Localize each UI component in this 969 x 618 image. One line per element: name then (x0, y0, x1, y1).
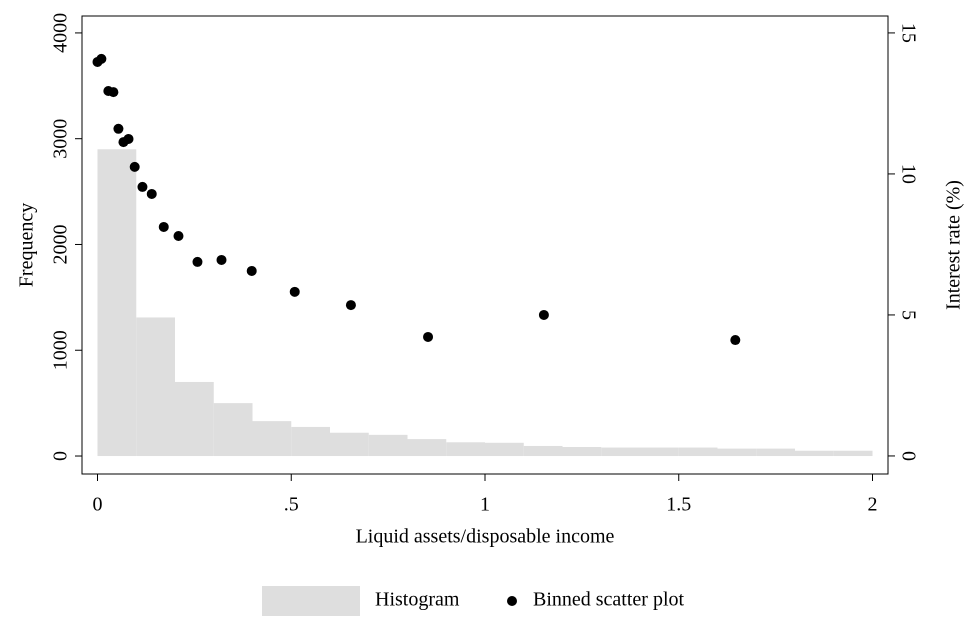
x-tick-label: .5 (284, 494, 299, 516)
scatter-point (246, 265, 257, 276)
y2-tick-label: 10 (897, 164, 919, 184)
y-tick-label: 0 (50, 451, 72, 461)
scatter-point (96, 53, 107, 64)
scatter-point (216, 254, 227, 265)
histogram-bar (678, 447, 718, 457)
histogram-bar (407, 439, 447, 457)
histogram-bar (330, 432, 369, 457)
histogram-bar (795, 450, 834, 457)
histogram-bar (562, 447, 602, 457)
histogram-bar (717, 448, 757, 457)
legend-label: Binned scatter plot (533, 589, 685, 611)
histogram-bar (213, 403, 253, 457)
scatter-point (730, 335, 741, 346)
scatter-point (345, 300, 356, 311)
y-tick-label: 3000 (50, 119, 72, 159)
scatter-point (137, 181, 148, 192)
y2-tick-label: 5 (897, 310, 919, 320)
y2-tick-label: 15 (897, 23, 919, 43)
scatter-point (129, 161, 140, 172)
histogram-bar (756, 448, 795, 457)
scatter-point (538, 309, 549, 320)
y-axis-title: Frequency (16, 203, 38, 287)
histogram-bar (97, 149, 137, 457)
scatter-point (289, 286, 300, 297)
scatter-point (113, 123, 124, 134)
histogram-bar (136, 317, 175, 457)
x-axis-title: Liquid assets/disposable income (356, 526, 615, 548)
y-tick-label: 1000 (50, 330, 72, 370)
histogram-bar (368, 434, 408, 457)
x-tick-label: 1 (480, 494, 490, 516)
scatter-point (192, 256, 203, 267)
histogram-bar (640, 447, 679, 457)
histogram-bar (446, 442, 485, 457)
histogram-bar (175, 381, 214, 457)
y-tick-label: 2000 (50, 224, 72, 264)
histogram-bar (523, 445, 563, 457)
y2-axis-title: Interest rate (%) (943, 180, 965, 310)
legend-swatch (262, 586, 360, 616)
scatter-point (173, 230, 184, 241)
scatter-point (423, 331, 434, 342)
y-tick-label: 4000 (50, 13, 72, 53)
histogram-bar (485, 442, 524, 457)
histogram-bar (252, 421, 292, 457)
x-tick-label: 0 (93, 494, 103, 516)
histogram-bar (601, 447, 640, 457)
scatter-point (158, 221, 169, 232)
histogram-bar (291, 426, 330, 457)
legend-label: Histogram (375, 589, 460, 611)
scatter-point (146, 188, 157, 199)
x-tick-label: 2 (868, 494, 878, 516)
histogram-bar (833, 450, 873, 457)
legend-swatch (507, 596, 517, 606)
x-tick-label: 1.5 (666, 494, 691, 516)
scatter-point (123, 133, 134, 144)
scatter-point (108, 87, 119, 98)
y2-tick-label: 0 (897, 451, 919, 461)
